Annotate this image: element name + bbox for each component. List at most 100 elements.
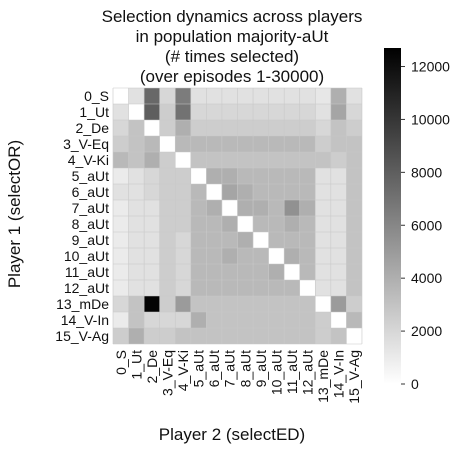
heatmap-cell xyxy=(113,88,129,104)
heatmap-cell xyxy=(237,168,254,184)
heatmap-cell xyxy=(284,232,300,248)
heatmap-cell xyxy=(268,168,285,184)
heatmap-cell xyxy=(175,168,191,184)
heatmap-cell xyxy=(315,168,331,184)
heatmap-cell xyxy=(346,88,362,104)
heatmap-cell xyxy=(315,328,331,344)
heatmap-cell xyxy=(268,152,285,168)
heatmap-cell xyxy=(315,296,331,312)
heatmap-cell xyxy=(237,216,254,232)
heatmap-cell xyxy=(299,296,316,312)
heatmap-cell xyxy=(113,264,129,280)
heatmap-cell xyxy=(128,280,145,296)
y-tick-label: 1_Ut xyxy=(79,104,109,120)
heatmap-cell xyxy=(284,328,300,344)
heatmap-cell xyxy=(330,216,347,232)
heatmap-cell xyxy=(330,168,347,184)
heatmap-cell xyxy=(159,232,176,248)
y-tick-label: 7_aUt xyxy=(72,200,109,216)
heatmap-cell xyxy=(315,280,331,296)
heatmap-cell xyxy=(206,104,222,120)
heatmap-cell xyxy=(299,184,316,200)
heatmap-cell xyxy=(159,312,176,328)
chart-title-line: in population majority-aUt xyxy=(136,27,329,46)
heatmap-cell xyxy=(221,248,238,264)
heatmap-cell xyxy=(237,248,254,264)
colorbar-tick-label: 12000 xyxy=(411,59,450,75)
heatmap-cell xyxy=(299,280,316,296)
y-axis-label: Player 1 (selectOR) xyxy=(5,140,24,288)
heatmap-cell xyxy=(346,136,362,152)
heatmap-cell xyxy=(221,280,238,296)
x-tick-label: 15_V-Ag xyxy=(346,350,362,404)
y-tick-label: 2_De xyxy=(76,120,110,136)
heatmap-cell xyxy=(159,88,176,104)
heatmap-cell xyxy=(268,88,285,104)
heatmap-cell xyxy=(284,184,300,200)
heatmap-cell xyxy=(237,88,254,104)
x-axis-label: Player 2 (selectED) xyxy=(159,425,305,444)
y-tick-label: 4_V-Ki xyxy=(68,152,109,168)
heatmap-cell xyxy=(299,200,316,216)
heatmap-cell xyxy=(144,104,160,120)
heatmap-cell xyxy=(175,104,191,120)
x-tick-label: 1_Ut xyxy=(128,350,144,380)
heatmap-cell xyxy=(159,264,176,280)
heatmap-cell xyxy=(144,120,160,136)
heatmap-cell xyxy=(299,248,316,264)
y-tick-label: 10_aUt xyxy=(64,248,109,264)
y-tick-labels: 0_S1_Ut2_De3_V-Eq4_V-Ki5_aUt6_aUt7_aUt8_… xyxy=(55,88,109,344)
heatmap-cell xyxy=(175,280,191,296)
heatmap-cell xyxy=(221,88,238,104)
heatmap-cell xyxy=(237,120,254,136)
heatmap-cell xyxy=(190,104,207,120)
heatmap-cell xyxy=(299,88,316,104)
heatmap-cell xyxy=(299,104,316,120)
heatmap-cell xyxy=(237,200,254,216)
heatmap-cell xyxy=(144,136,160,152)
heatmap-cell xyxy=(346,232,362,248)
heatmap-cell xyxy=(253,264,269,280)
heatmap-cell xyxy=(144,168,160,184)
heatmap-cell xyxy=(237,264,254,280)
heatmap-cell xyxy=(253,280,269,296)
heatmap-cell xyxy=(206,280,222,296)
heatmap-cell xyxy=(144,264,160,280)
heatmap-cell xyxy=(128,136,145,152)
heatmap-cell xyxy=(330,184,347,200)
x-tick-label: 12_aUt xyxy=(300,350,316,395)
colorbar-tick-label: 4000 xyxy=(411,270,442,286)
heatmap-cell xyxy=(330,264,347,280)
heatmap-cell xyxy=(253,216,269,232)
heatmap-cell xyxy=(268,120,285,136)
x-tick-label: 5_aUt xyxy=(191,350,207,387)
heatmap-cell xyxy=(128,248,145,264)
heatmap-cell xyxy=(221,120,238,136)
colorbar xyxy=(384,48,401,384)
heatmap-cell xyxy=(190,280,207,296)
heatmap-cell xyxy=(175,296,191,312)
y-tick-label: 13_mDe xyxy=(56,296,109,312)
heatmap-cell xyxy=(206,152,222,168)
heatmap-cell xyxy=(206,248,222,264)
heatmap-cell xyxy=(268,264,285,280)
x-tick-label: 6_aUt xyxy=(206,350,222,387)
heatmap-cell xyxy=(159,120,176,136)
heatmap-cell xyxy=(159,296,176,312)
heatmap-cell xyxy=(113,200,129,216)
heatmap-cell xyxy=(113,120,129,136)
heatmap-cell xyxy=(284,104,300,120)
heatmap-cell xyxy=(144,184,160,200)
heatmap-cell xyxy=(128,296,145,312)
heatmap-cell xyxy=(253,152,269,168)
heatmap-cell xyxy=(190,88,207,104)
heatmap-cell xyxy=(128,152,145,168)
heatmap-cell xyxy=(237,296,254,312)
x-tick-label: 0_S xyxy=(113,350,129,375)
y-tick-label: 5_aUt xyxy=(72,168,109,184)
heatmap-cell xyxy=(315,200,331,216)
heatmap-cell xyxy=(206,136,222,152)
heatmap-cell xyxy=(284,280,300,296)
heatmap-cell xyxy=(190,120,207,136)
y-tick-label: 6_aUt xyxy=(72,184,109,200)
